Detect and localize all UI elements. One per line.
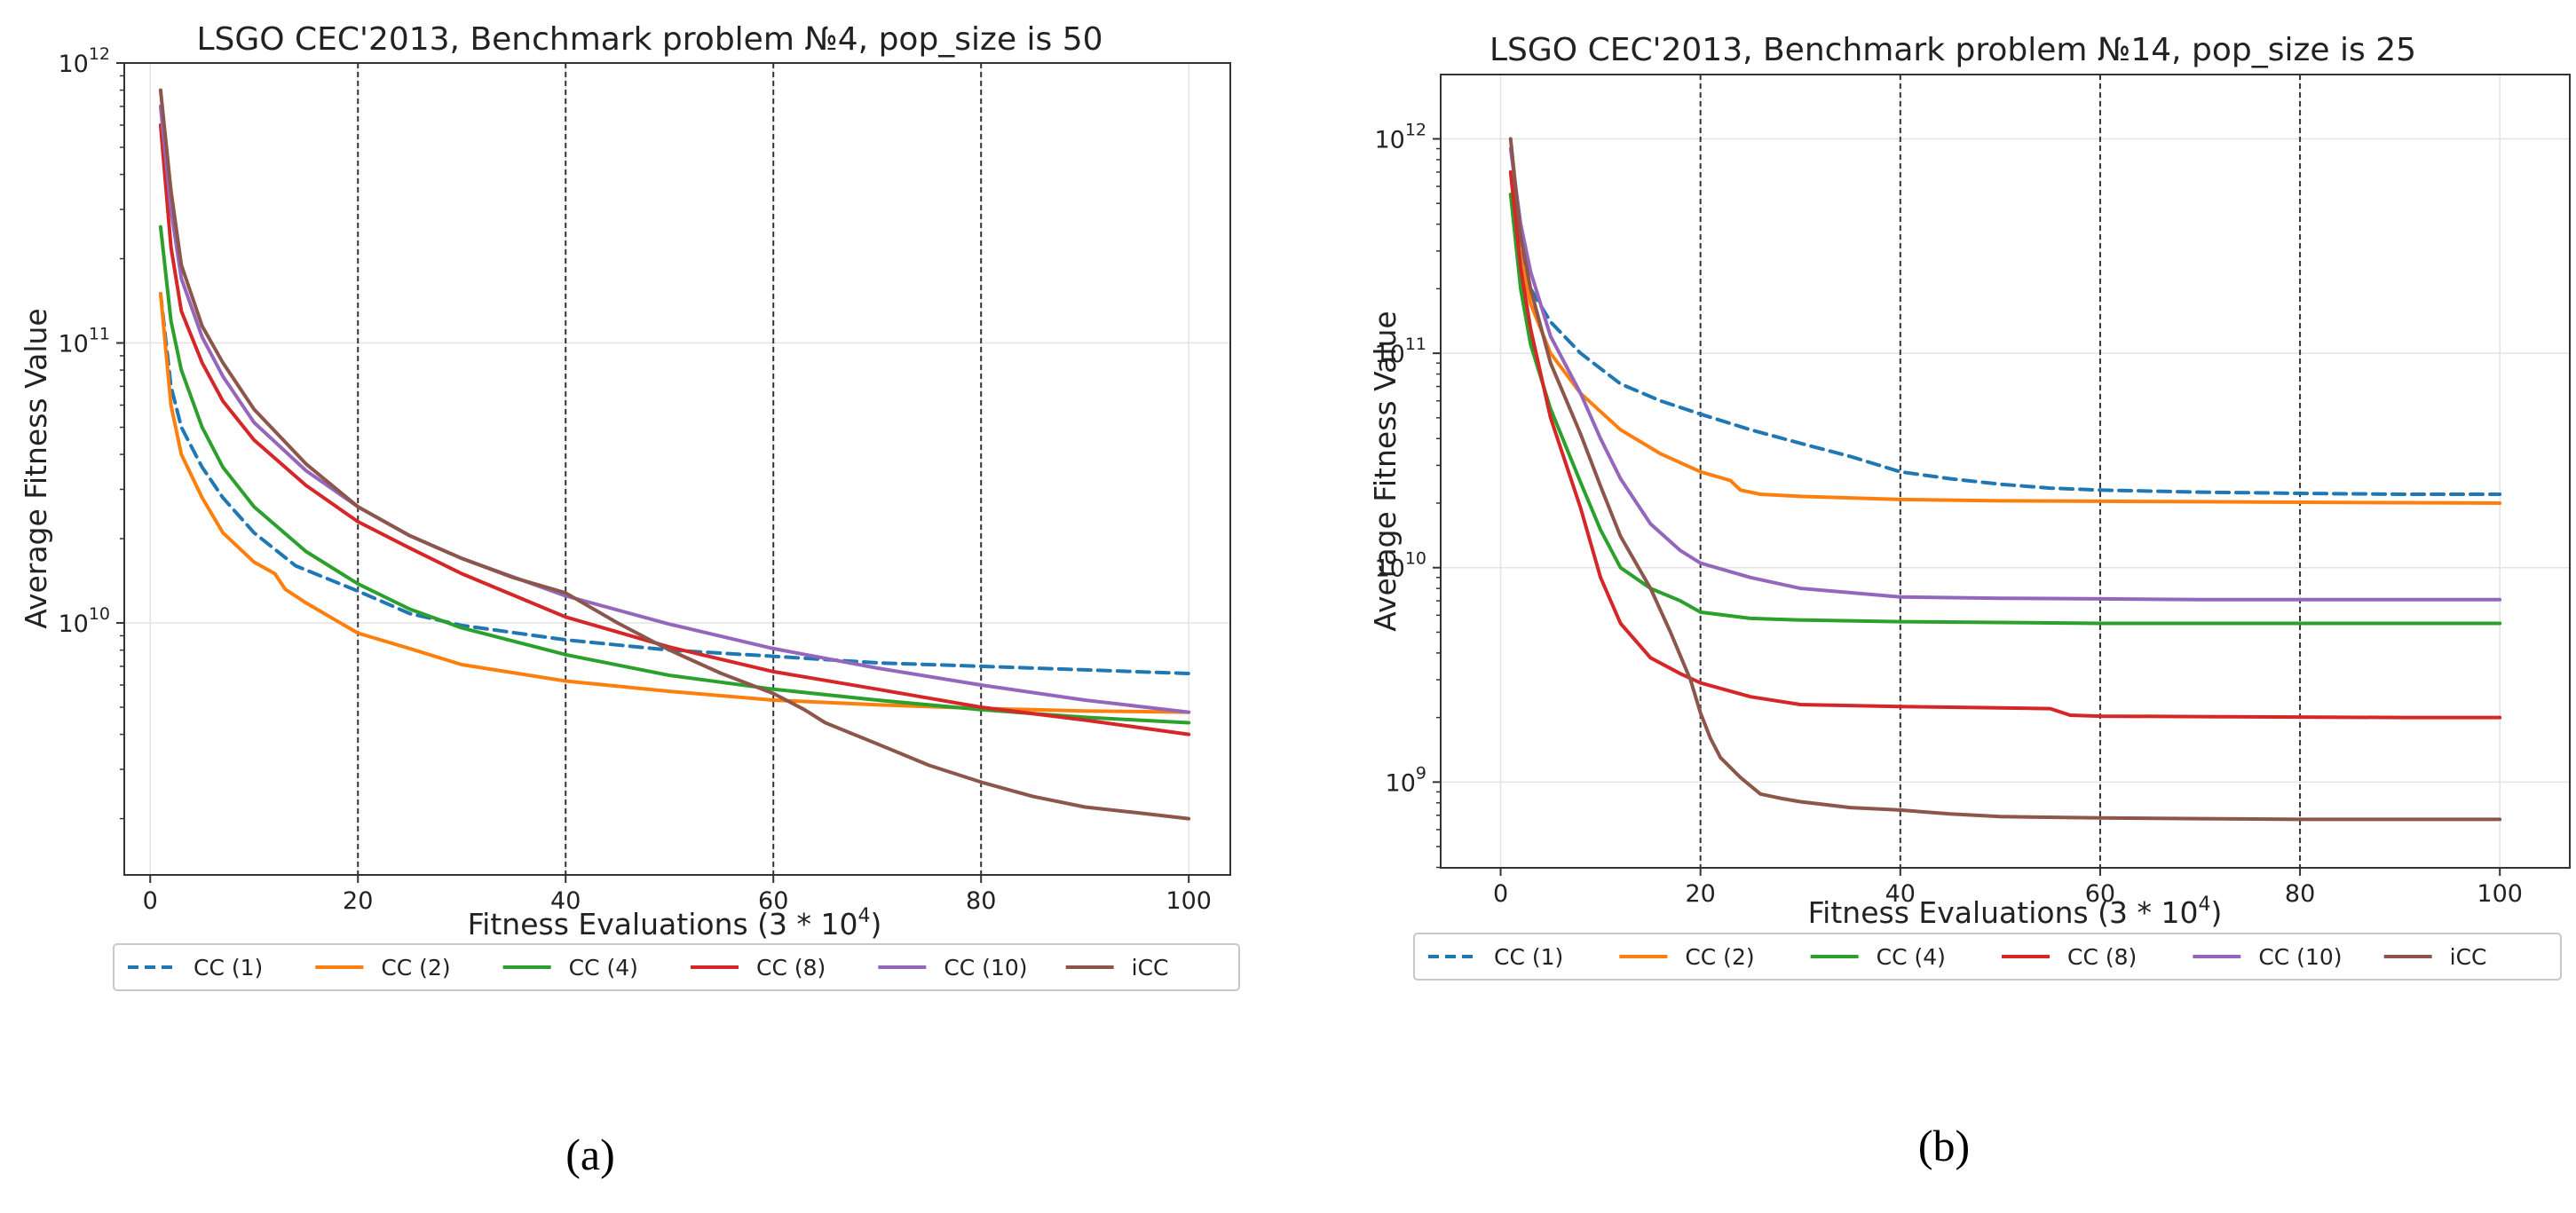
- chart-a-y-label: Average Fitness Value: [19, 308, 53, 628]
- chart-a: LSGO CEC'2013, Benchmark problem №4, pop…: [19, 21, 1240, 1179]
- chart-a-x-ticks: 0 20 40 60 80 100: [143, 875, 1212, 915]
- chart-a-y-tick-label: 1010: [58, 604, 110, 638]
- chart-b-title: LSGO CEC'2013, Benchmark problem №14, po…: [1489, 32, 2416, 68]
- chart-b-series: [1508, 137, 2502, 822]
- chart-b-series-cc-4: [1508, 193, 2502, 626]
- chart-b-reference-lines: [1699, 75, 2302, 868]
- chart-a-x-tick-label: 100: [1166, 887, 1212, 915]
- chart-b-legend-label: iCC: [2450, 944, 2487, 970]
- chart-b-legend-label: CC (4): [1877, 944, 1946, 970]
- chart-b-x-tick-label: 80: [2285, 880, 2315, 908]
- chart-b-legend-label: CC (1): [1494, 944, 1563, 970]
- chart-a-series-cc-2: [158, 292, 1191, 714]
- chart-a-legend-box: [113, 943, 1240, 991]
- chart-a-series-cc-1: [158, 292, 1191, 675]
- chart-a-legend: CC (1) CC (2) CC (4) CC (8) CC (10) iCC: [113, 943, 1240, 991]
- chart-a-legend-label: CC (10): [944, 955, 1027, 981]
- chart-a-legend-label: CC (2): [381, 955, 450, 981]
- chart-b-x-tick-label: 40: [1885, 880, 1916, 908]
- chart-a-series-cc-4: [158, 224, 1191, 725]
- chart-b-series-cc-8: [1508, 169, 2502, 720]
- chart-b-x-label: Fitness Evaluations (3 * 104): [1808, 894, 2223, 930]
- chart-b-y-tick-label: 109: [1386, 763, 1426, 797]
- chart-b-series-cc-2: [1508, 193, 2502, 505]
- chart-a-legend-label: CC (8): [756, 955, 826, 981]
- chart-a-reference-lines: [357, 63, 983, 875]
- chart-b-series-icc: [1508, 137, 2502, 822]
- chart-a-x-tick-label: 0: [143, 887, 158, 915]
- chart-b-plot-frame: [1440, 74, 2571, 869]
- chart-a-plot-frame: [123, 62, 1231, 876]
- chart-a-series-cc-8: [158, 123, 1191, 736]
- chart-a-x-tick-label: 20: [343, 887, 373, 915]
- chart-b-panel-label: (b): [1918, 1121, 1970, 1170]
- chart-a-y-ticks: 1010 1011 1012: [58, 44, 124, 820]
- chart-a-x-tick-label: 40: [550, 887, 581, 915]
- chart-b-x-tick-label: 100: [2477, 880, 2523, 908]
- chart-a-legend-label: CC (4): [569, 955, 638, 981]
- chart-a-x-tick-label: 80: [966, 887, 996, 915]
- chart-a-x-tick-label: 60: [758, 887, 788, 915]
- chart-b-legend-box: [1413, 933, 2562, 981]
- chart-a-x-label: Fitness Evaluations (3 * 104): [468, 905, 882, 941]
- chart-b-x-tick-label: 60: [2085, 880, 2115, 908]
- chart-b-legend-label: CC (10): [2258, 944, 2342, 970]
- chart-b-y-tick-label: 1011: [1374, 335, 1426, 368]
- chart-b-y-tick-label: 1012: [1374, 120, 1426, 154]
- chart-a-y-tick-label: 1011: [58, 325, 110, 358]
- chart-b-x-tick-label: 0: [1493, 880, 1508, 908]
- chart-b: LSGO CEC'2013, Benchmark problem №14, po…: [1368, 32, 2571, 1170]
- chart-a-series-cc-10: [158, 104, 1191, 714]
- chart-b-legend-label: CC (2): [1685, 944, 1754, 970]
- chart-b-y-tick-label: 1010: [1374, 549, 1426, 583]
- chart-a-legend-label: CC (1): [194, 955, 263, 981]
- chart-a-series-icc: [158, 88, 1191, 821]
- chart-b-x-tick-label: 20: [1685, 880, 1715, 908]
- chart-b-x-ticks: 0 20 40 60 80 100: [1493, 868, 2523, 908]
- chart-a-y-tick-label: 1012: [58, 44, 110, 78]
- chart-b-y-ticks: 109 1010 1011 1012: [1374, 120, 1441, 869]
- chart-b-series-cc-10: [1508, 146, 2502, 602]
- chart-a-panel-label: (a): [565, 1130, 615, 1179]
- chart-b-y-label: Average Fitness Value: [1368, 311, 1403, 631]
- chart-b-series-cc-1: [1508, 193, 2502, 496]
- chart-b-grid: [1441, 75, 2570, 868]
- chart-a-series: [158, 88, 1191, 821]
- chart-a-title: LSGO CEC'2013, Benchmark problem №4, pop…: [196, 21, 1102, 58]
- chart-a-legend-label: iCC: [1132, 955, 1169, 981]
- chart-b-legend: CC (1) CC (2) CC (4) CC (8) CC (10) iCC: [1413, 933, 2562, 981]
- chart-b-legend-label: CC (8): [2067, 944, 2137, 970]
- chart-a-grid: [124, 62, 1230, 875]
